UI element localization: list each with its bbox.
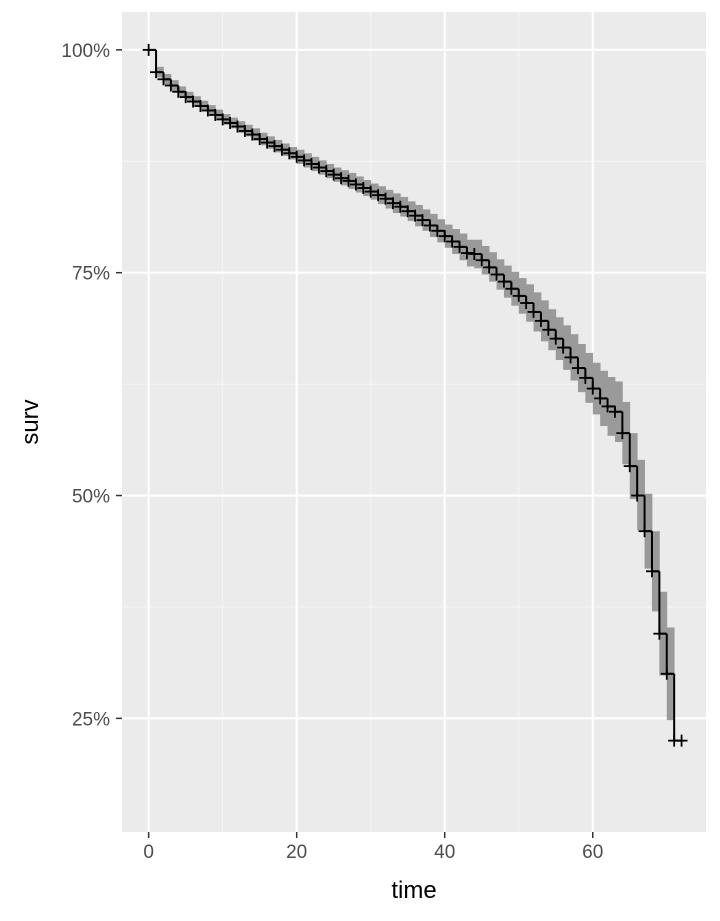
censor-mark (483, 261, 496, 274)
y-tick-label: 25% (72, 709, 110, 730)
censor-mark (298, 154, 311, 167)
censor-mark (675, 734, 688, 747)
censor-mark (320, 165, 333, 178)
y-axis-title: surv (17, 399, 44, 444)
censor-mark (238, 124, 251, 137)
minor-grid (122, 12, 706, 832)
censor-mark (283, 147, 296, 160)
censor-mark (224, 116, 237, 129)
x-tick-label: 0 (143, 842, 154, 863)
censor-mark (475, 254, 488, 267)
censor-mark (253, 133, 266, 146)
x-axis-title: time (391, 877, 436, 904)
y-tick-label: 75% (72, 264, 110, 285)
censor-mark (201, 104, 214, 117)
censor-mark (542, 323, 555, 336)
censor-mark (409, 209, 422, 222)
x-tick-label: 20 (286, 842, 307, 863)
censor-mark (446, 235, 459, 248)
censor-mark (549, 332, 562, 345)
censor-mark (209, 108, 222, 121)
censor-mark (187, 95, 200, 108)
censor-mark (586, 382, 599, 395)
censor-mark (557, 341, 570, 354)
censor-mark (372, 189, 385, 202)
censor-mark (579, 371, 592, 384)
censor-mark (490, 268, 503, 281)
censor-mark (150, 66, 163, 79)
censor-mark (246, 128, 259, 141)
censor-mark (505, 282, 518, 295)
censor-mark (327, 168, 340, 181)
censor-mark (497, 275, 510, 288)
censor-mark (268, 140, 281, 153)
censor-mark (349, 178, 362, 191)
censor-mark (386, 197, 399, 210)
censor-mark (157, 73, 170, 86)
censor-mark (312, 161, 325, 174)
censor-mark (379, 192, 392, 205)
censor-mark (645, 565, 658, 578)
x-tick-label: 40 (434, 842, 455, 863)
censor-mark (534, 314, 547, 327)
censor-mark (623, 460, 636, 473)
censor-mark (594, 392, 607, 405)
censor-mark (401, 205, 414, 218)
censor-mark (275, 143, 288, 156)
censor-mark (290, 150, 303, 163)
x-tick-label: 60 (582, 842, 603, 863)
y-axis: 25% 50% 75% 100% (61, 41, 122, 730)
censor-mark (231, 120, 244, 133)
censor-mark (416, 214, 429, 227)
censor-mark (423, 219, 436, 232)
censor-mark (608, 405, 621, 418)
censor-mark (431, 224, 444, 237)
x-axis: 0 20 40 60 (143, 832, 603, 863)
censor-mark (571, 362, 584, 375)
censor-mark (468, 247, 481, 260)
censor-mark (357, 182, 370, 195)
censor-mark (438, 230, 451, 243)
censor-mark (305, 157, 318, 170)
censor-mark (660, 667, 673, 680)
censor-mark (142, 43, 155, 56)
censor-mark (512, 289, 525, 302)
y-tick-label: 50% (72, 487, 110, 508)
censor-mark (638, 525, 651, 538)
censor-mark (335, 172, 348, 185)
censor-mark (527, 305, 540, 318)
censor-mark (520, 297, 533, 310)
censor-mark (601, 400, 614, 413)
censor-mark (172, 85, 185, 98)
censor-mark (394, 200, 407, 213)
censor-marks (142, 43, 688, 747)
censor-mark (194, 100, 207, 113)
censor-mark (631, 489, 644, 502)
censor-mark (453, 240, 466, 253)
censor-mark (164, 79, 177, 92)
censor-mark (261, 136, 274, 149)
censor-mark (342, 174, 355, 187)
y-tick-label: 100% (61, 41, 110, 62)
censor-mark (216, 113, 229, 126)
censor-mark (616, 427, 629, 440)
censor-mark (364, 185, 377, 198)
censor-mark (564, 351, 577, 364)
censor-mark (653, 627, 666, 640)
censor-mark (179, 91, 192, 104)
